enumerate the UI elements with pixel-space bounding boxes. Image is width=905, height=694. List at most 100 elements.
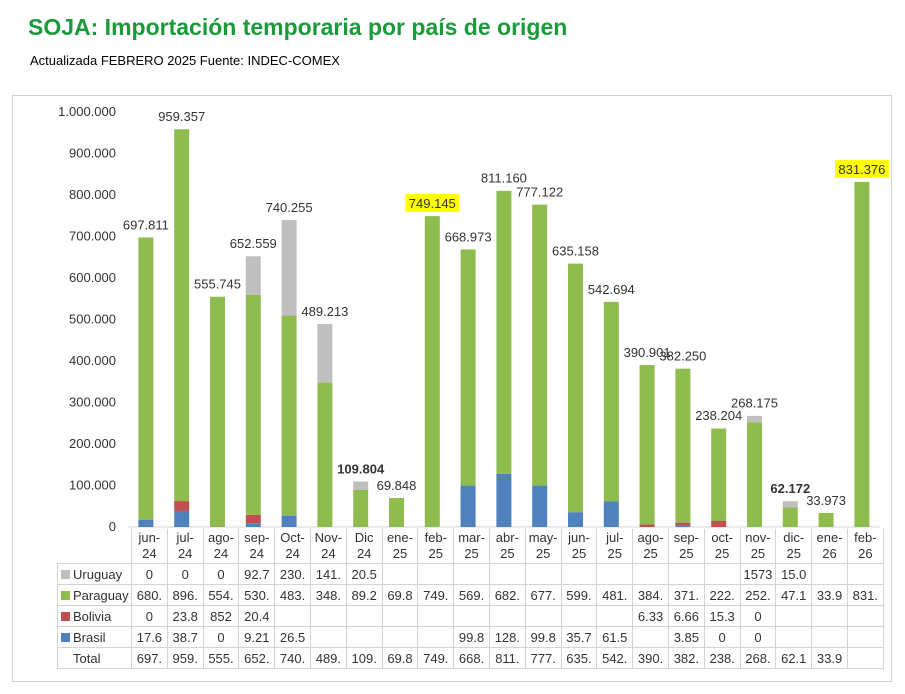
- bar-segment-paraguay: [424, 216, 440, 527]
- table-cell: [453, 605, 490, 627]
- legend-entry: Paraguay: [57, 584, 132, 606]
- table-cell: 6.66: [667, 605, 705, 627]
- table-cell: 0: [703, 626, 741, 648]
- bar-segment-brasil: [568, 512, 583, 527]
- table-cell: 542.: [596, 647, 634, 669]
- table-cell: [632, 563, 669, 585]
- table-cell: [811, 605, 848, 627]
- table-cell: 15.0: [775, 563, 813, 585]
- bar-segment-uruguay: [281, 220, 297, 316]
- table-cell: 0: [739, 605, 777, 627]
- bar-segment-bolivia: [245, 514, 261, 524]
- table-cell: [846, 647, 884, 669]
- table-row-bolivia: Bolivia 0 23.8 852 20.4 6.33 6.66 15.3 0: [57, 605, 884, 627]
- chart-area: [12, 95, 892, 682]
- total-data-label: 390.901: [624, 345, 671, 360]
- bar-segment-paraguay: [603, 301, 619, 502]
- table-cell: 20.4: [238, 605, 276, 627]
- legend-entry: Brasil: [57, 626, 132, 648]
- table-cell: 15.3: [703, 605, 741, 627]
- total-data-label: 635.158: [552, 243, 599, 258]
- table-cell: [632, 626, 669, 648]
- table-cell: 481.: [596, 584, 634, 606]
- table-cell: 530.: [238, 584, 276, 606]
- bar-segment-uruguay: [245, 256, 261, 295]
- bar-segment-bolivia: [711, 520, 727, 527]
- table-cell: 896.: [166, 584, 204, 606]
- table-cell: 6.33: [632, 605, 669, 627]
- category-label: Dic 24: [345, 529, 383, 564]
- table-cell: 740.: [274, 647, 311, 669]
- table-cell: 62.1: [775, 647, 813, 669]
- legend-entry: Total: [57, 647, 132, 669]
- category-label: mar- 25: [453, 529, 490, 564]
- y-tick-label: 900.000: [69, 146, 116, 161]
- total-data-label: 668.973: [445, 229, 492, 244]
- table-cell: 3.85: [667, 626, 705, 648]
- bar-segment-paraguay: [281, 315, 297, 517]
- category-label: jun- 24: [131, 529, 168, 564]
- page-title: SOJA: Importación temporaria por país de…: [28, 14, 568, 40]
- table-cell: 17.6: [131, 626, 168, 648]
- bar-segment-paraguay: [174, 129, 190, 502]
- table-cell: 69.8: [381, 584, 419, 606]
- table-row-paraguay: Paraguay 680. 896. 554. 530. 483. 348. 89.2 69.8…: [57, 584, 884, 606]
- table-cell: 749.: [417, 584, 455, 606]
- total-data-label: 542.694: [588, 282, 635, 297]
- table-cell: [345, 626, 383, 648]
- legend-label: Total: [73, 650, 101, 666]
- total-data-label: 831.376: [838, 162, 885, 177]
- y-tick-label: 800.000: [69, 187, 116, 202]
- y-tick-label: 100.000: [69, 478, 116, 493]
- bar-segment-paraguay: [210, 296, 225, 527]
- table-cell: [524, 605, 562, 627]
- category-label: nov- 25: [739, 529, 777, 564]
- table-cell: 371.: [667, 584, 705, 606]
- table-cell: 23.8: [166, 605, 204, 627]
- table-cell: 47.1: [775, 584, 813, 606]
- y-tick-label: 300.000: [69, 395, 116, 410]
- table-cell: [846, 626, 884, 648]
- total-data-label: 811.160: [481, 170, 527, 185]
- bar-segment-uruguay: [317, 324, 333, 383]
- table-cell: 0: [131, 563, 168, 585]
- table-cell: 384.: [632, 584, 669, 606]
- table-cell: 489.: [309, 647, 347, 669]
- legend-label: Brasil: [73, 629, 106, 645]
- y-tick-label: 700.000: [69, 229, 116, 244]
- bar-segment-paraguay: [711, 428, 727, 521]
- table-cell: 390.: [632, 647, 669, 669]
- table-cell: 555.: [202, 647, 240, 669]
- category-label: abr- 25: [488, 529, 526, 564]
- table-cell: 668.: [453, 647, 490, 669]
- bar-segment-bolivia: [675, 522, 691, 526]
- table-cell: [417, 605, 455, 627]
- table-row-total: Total 697. 959. 555. 652. 740. 489. 109. 69.8 749…: [57, 647, 884, 669]
- total-data-label: 268.175: [731, 396, 778, 411]
- table-cell: [775, 626, 813, 648]
- table-cell: 38.7: [166, 626, 204, 648]
- table-cell: 852: [202, 605, 240, 627]
- table-cell: [811, 626, 848, 648]
- bar-segment-brasil: [460, 485, 476, 527]
- total-data-label: 959.357: [158, 109, 205, 124]
- bar-segment-paraguay: [818, 512, 834, 527]
- table-cell: 222.: [703, 584, 741, 606]
- legend-swatch: [61, 611, 70, 621]
- bar-segment-paraguay: [496, 190, 512, 474]
- y-tick-label: 200.000: [69, 436, 116, 451]
- category-label: jun- 25: [560, 529, 598, 564]
- bar-segment-paraguay: [138, 237, 154, 520]
- table-cell: [309, 626, 347, 648]
- table-cell: 811.: [488, 647, 526, 669]
- label-highlight: [834, 159, 889, 178]
- table-cell: 483.: [274, 584, 311, 606]
- legend-swatch: [61, 569, 70, 579]
- total-data-label: 749.145: [409, 196, 456, 211]
- bar-segment-paraguay: [747, 422, 762, 527]
- legend-swatch: [61, 632, 70, 642]
- table-cell: [274, 605, 311, 627]
- bar-segment-paraguay: [782, 507, 798, 527]
- table-cell: 61.5: [596, 626, 634, 648]
- table-cell: 9.21: [238, 626, 276, 648]
